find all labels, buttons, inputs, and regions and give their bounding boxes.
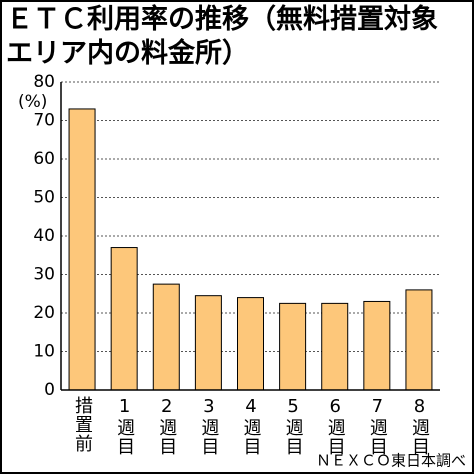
chart-title: ＥＴＣ利用率の推移（無料措置対象 bbox=[6, 3, 438, 35]
bar bbox=[321, 302, 349, 391]
x-tick-label: 6週目 bbox=[325, 396, 346, 456]
bar bbox=[152, 283, 180, 391]
y-tick-label: 0 bbox=[44, 380, 55, 400]
bar bbox=[194, 295, 222, 391]
y-tick-label: 20 bbox=[33, 303, 55, 323]
bar bbox=[110, 247, 138, 391]
y-tick-label: 50 bbox=[33, 188, 55, 208]
bar bbox=[237, 297, 264, 391]
bar bbox=[279, 302, 307, 391]
x-tick-label: 3週目 bbox=[198, 396, 219, 456]
y-axis-label: (%) bbox=[18, 92, 47, 112]
y-tick-label: 10 bbox=[33, 342, 55, 362]
chart-title: エリア内の料金所） bbox=[6, 37, 249, 69]
source: ＮＥＸＣＯ東日本調べ bbox=[316, 452, 466, 470]
x-tick-label: 1週目 bbox=[114, 396, 135, 456]
x-tick-label: 4週目 bbox=[241, 396, 262, 456]
x-tick-label: 2週目 bbox=[156, 396, 177, 456]
bar bbox=[68, 108, 96, 391]
bar bbox=[363, 300, 391, 391]
x-tick-label: 8週目 bbox=[409, 396, 430, 456]
bar bbox=[405, 289, 433, 391]
y-tick-label: 40 bbox=[33, 226, 55, 246]
y-tick-label: 70 bbox=[33, 111, 55, 131]
y-tick-label: 30 bbox=[33, 265, 55, 285]
x-tick-label: 措置前 bbox=[72, 396, 93, 453]
x-tick-label: 7週目 bbox=[367, 396, 388, 456]
y-tick-label: 60 bbox=[33, 149, 55, 169]
y-tick-label: 80 bbox=[33, 72, 55, 92]
x-tick-label: 5週目 bbox=[283, 396, 304, 456]
